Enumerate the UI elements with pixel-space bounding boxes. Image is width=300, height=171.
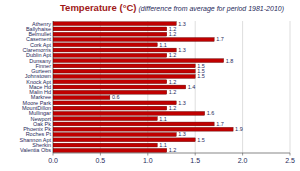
data-label: 1.3: [178, 21, 186, 27]
data-label: 1.2: [169, 79, 177, 85]
bar: [53, 43, 157, 47]
data-label: 1.1: [159, 142, 167, 148]
bar: [53, 38, 214, 42]
bar: [53, 64, 195, 68]
data-label: 1.6: [207, 110, 215, 116]
bar: [53, 69, 195, 73]
data-label: 1.4: [188, 84, 196, 90]
chart-root: Temperature (°C)(difference from average…: [0, 0, 300, 171]
data-label: 1.2: [169, 31, 177, 37]
tick-mark: [290, 153, 291, 156]
bar: [53, 32, 167, 36]
bar: [53, 27, 167, 31]
bar: [53, 90, 167, 94]
tick-label: 2.0: [238, 157, 248, 164]
tick-label: 0.5: [96, 157, 106, 164]
data-label: 1.1: [159, 116, 167, 122]
bar: [53, 133, 176, 137]
grid-line: [290, 21, 291, 153]
data-label: 1.5: [197, 73, 205, 79]
subtitle: (difference from average for period 1981…: [138, 5, 284, 13]
bars: [53, 22, 233, 153]
data-label: 1.3: [178, 100, 186, 106]
bar: [53, 127, 233, 131]
bar: [53, 122, 214, 126]
bar: [53, 143, 157, 147]
tick-label: 0.0: [48, 157, 58, 164]
bar: [53, 53, 167, 57]
tick-mark: [100, 153, 101, 156]
bar: [53, 117, 157, 121]
chart: Temperature (°C)(difference from average…: [0, 0, 300, 171]
tick-label: 1.0: [143, 157, 153, 164]
tick-mark: [195, 153, 196, 156]
bar: [53, 85, 186, 89]
bar: [53, 48, 176, 52]
tick-label: 1.5: [190, 157, 200, 164]
data-label: 1.2: [169, 105, 177, 111]
bar: [53, 148, 167, 152]
grid: [53, 21, 290, 156]
bar: [53, 96, 110, 100]
grid-line: [242, 21, 243, 153]
bar: [53, 80, 167, 84]
data-label: 1.1: [159, 42, 167, 48]
data-label: 1.9: [235, 126, 243, 132]
category-label: Valentia Obs: [20, 147, 51, 153]
data-label: 1.2: [169, 52, 177, 58]
tick-label: 2.5: [285, 157, 295, 164]
data-label: 0.6: [112, 94, 120, 100]
bar: [53, 22, 176, 26]
tick-mark: [147, 153, 148, 156]
data-label: 1.3: [178, 131, 186, 137]
data-label: 1.3: [178, 47, 186, 53]
data-label: 1.8: [226, 58, 234, 64]
tick-mark: [242, 153, 243, 156]
title: Temperature (°C): [60, 2, 136, 13]
bar: [53, 106, 167, 110]
data-label: 1.5: [197, 137, 205, 143]
bar: [53, 138, 195, 142]
data-label: 1.7: [216, 36, 224, 42]
tick-mark: [53, 153, 54, 156]
data-label: 1.2: [169, 147, 177, 153]
bar: [53, 111, 205, 115]
data-label: 1.7: [216, 121, 224, 127]
data-label: 1.2: [169, 89, 177, 95]
bar: [53, 101, 176, 105]
